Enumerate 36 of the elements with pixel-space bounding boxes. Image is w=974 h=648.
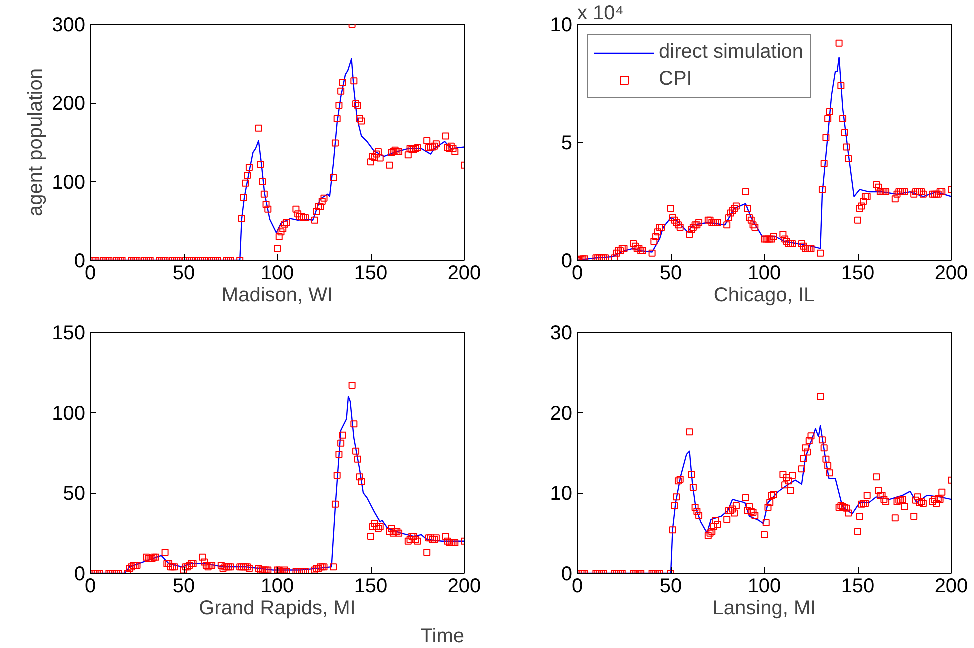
annotation: x 10⁴ <box>578 2 624 24</box>
y-tick-label: 300 <box>52 14 86 36</box>
legend-label: CPI <box>659 68 692 91</box>
x-tick-label: 200 <box>934 262 968 284</box>
x-tick-label: 100 <box>748 576 782 598</box>
y-tick-label: 200 <box>52 93 86 116</box>
y-tick-label: 10 <box>550 14 573 36</box>
legend-label: direct simulation <box>659 41 804 64</box>
y-tick-label: 50 <box>63 483 86 506</box>
x-axis-title: Lansing, MI <box>712 598 816 620</box>
y-tick-label: 100 <box>52 172 86 194</box>
x-tick-label: 50 <box>660 262 682 284</box>
x-tick-label: 50 <box>660 576 682 598</box>
x-tick-label: 150 <box>354 262 388 284</box>
x-tick-label: 200 <box>448 262 482 284</box>
x-tick-label: 150 <box>354 576 388 598</box>
y-tick-label: 10 <box>550 483 573 506</box>
y-axis-title: agent population <box>25 68 48 216</box>
y-tick-label: 150 <box>52 322 86 344</box>
x-tick-label: 200 <box>934 576 968 598</box>
y-tick-label: 5 <box>561 132 572 154</box>
y-tick-label: 20 <box>550 402 573 425</box>
x-tick-label: 50 <box>172 262 196 284</box>
x-axis-title: Grand Rapids, MI <box>199 598 356 620</box>
x-tick-label: 50 <box>172 576 196 598</box>
x-axis-title: Chicago, IL <box>714 284 816 306</box>
y-tick-label: 30 <box>550 322 573 344</box>
x-tick-label: 150 <box>841 262 875 284</box>
x-axis-title: Madison, WI <box>222 284 334 306</box>
text: Time <box>420 626 464 648</box>
x-tick-label: 100 <box>260 576 294 598</box>
x-tick-label: 200 <box>448 576 482 598</box>
x-tick-label: 150 <box>841 576 875 598</box>
y-tick-label: 100 <box>52 402 86 425</box>
x-tick-label: 100 <box>260 262 294 284</box>
x-tick-label: 100 <box>748 262 782 284</box>
